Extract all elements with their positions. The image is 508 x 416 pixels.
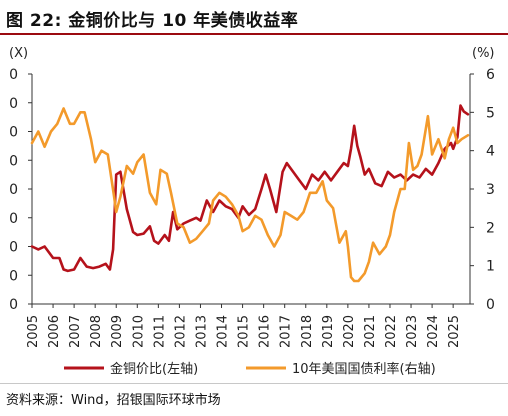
x-tick-label: 2006: [47, 315, 62, 348]
right-tick-label: 4: [486, 144, 495, 160]
left-axis-unit-label: (X): [9, 46, 28, 61]
left-tick-label: 0: [9, 268, 18, 284]
x-tick-label: 2014: [216, 315, 231, 348]
left-tick-label: 0: [9, 153, 18, 169]
x-tick-label: 2015: [237, 315, 252, 348]
right-tick-label: 5: [486, 105, 495, 121]
left-tick-label: 0: [9, 240, 18, 256]
right-tick-label: 1: [486, 259, 495, 275]
x-tick-label: 2021: [363, 315, 378, 348]
x-tick-label: 2019: [321, 315, 336, 348]
right-tick-label: 3: [486, 182, 495, 198]
footer-divider: [0, 383, 508, 384]
x-tick-label: 2018: [300, 315, 315, 348]
legend-label-gold-copper: 金铜价比(左轴): [110, 361, 198, 377]
x-tick-label: 2022: [384, 315, 399, 348]
axes-group: 0 0 0 0 0 0 0 0 0 0 1 2 3 4 5 6 2005 2006 2007 2008 2009 2010…: [9, 67, 495, 348]
left-tick-label: 0: [9, 182, 18, 198]
x-tick-label: 2020: [342, 315, 357, 348]
series-line-gold-copper-ratio: [30, 104, 470, 273]
source-note: 资料来源：Wind，招银国际环球市场: [6, 393, 221, 408]
legend: 金铜价比(左轴) 10年美国国债利率(右轴): [64, 361, 436, 377]
left-tick-label: 0: [9, 67, 18, 83]
title-divider: [0, 33, 508, 35]
x-tick-label: 2012: [173, 315, 188, 348]
chart-area: (X) (%) 0 0 0 0 0 0 0 0 0 0 1 2 3 4 5 6 2005 2006 2007 2008…: [9, 46, 495, 377]
right-tick-label: 0: [486, 297, 495, 313]
left-tick-label: 0: [9, 297, 18, 313]
right-tick-label: 2: [486, 220, 495, 236]
x-tick-label: 2016: [258, 315, 273, 348]
x-tick-label: 2007: [68, 315, 83, 348]
series-line-us10y-yield: [30, 107, 470, 283]
x-tick-label: 2023: [405, 315, 420, 348]
x-tick-label: 2010: [131, 315, 146, 348]
x-tick-label: 2017: [279, 315, 294, 348]
chart-title: 图 22: 金铜价比与 10 年美债收益率: [6, 11, 299, 31]
series-group: [30, 104, 470, 283]
left-tick-label: 0: [9, 96, 18, 112]
x-tick-label: 2005: [26, 315, 41, 348]
legend-label-us10y: 10年美国国债利率(右轴): [292, 361, 436, 377]
x-tick-label: 2009: [110, 315, 125, 348]
x-tick-label: 2008: [89, 315, 104, 348]
x-tick-label: 2024: [426, 315, 441, 348]
right-tick-label: 6: [486, 67, 495, 83]
left-tick-label: 0: [9, 211, 18, 227]
x-tick-label: 2011: [152, 315, 167, 348]
x-tick-label: 2013: [194, 315, 209, 348]
right-axis-unit-label: (%): [472, 46, 495, 61]
left-tick-label: 0: [9, 125, 18, 141]
x-tick-label: 2025: [447, 315, 462, 348]
